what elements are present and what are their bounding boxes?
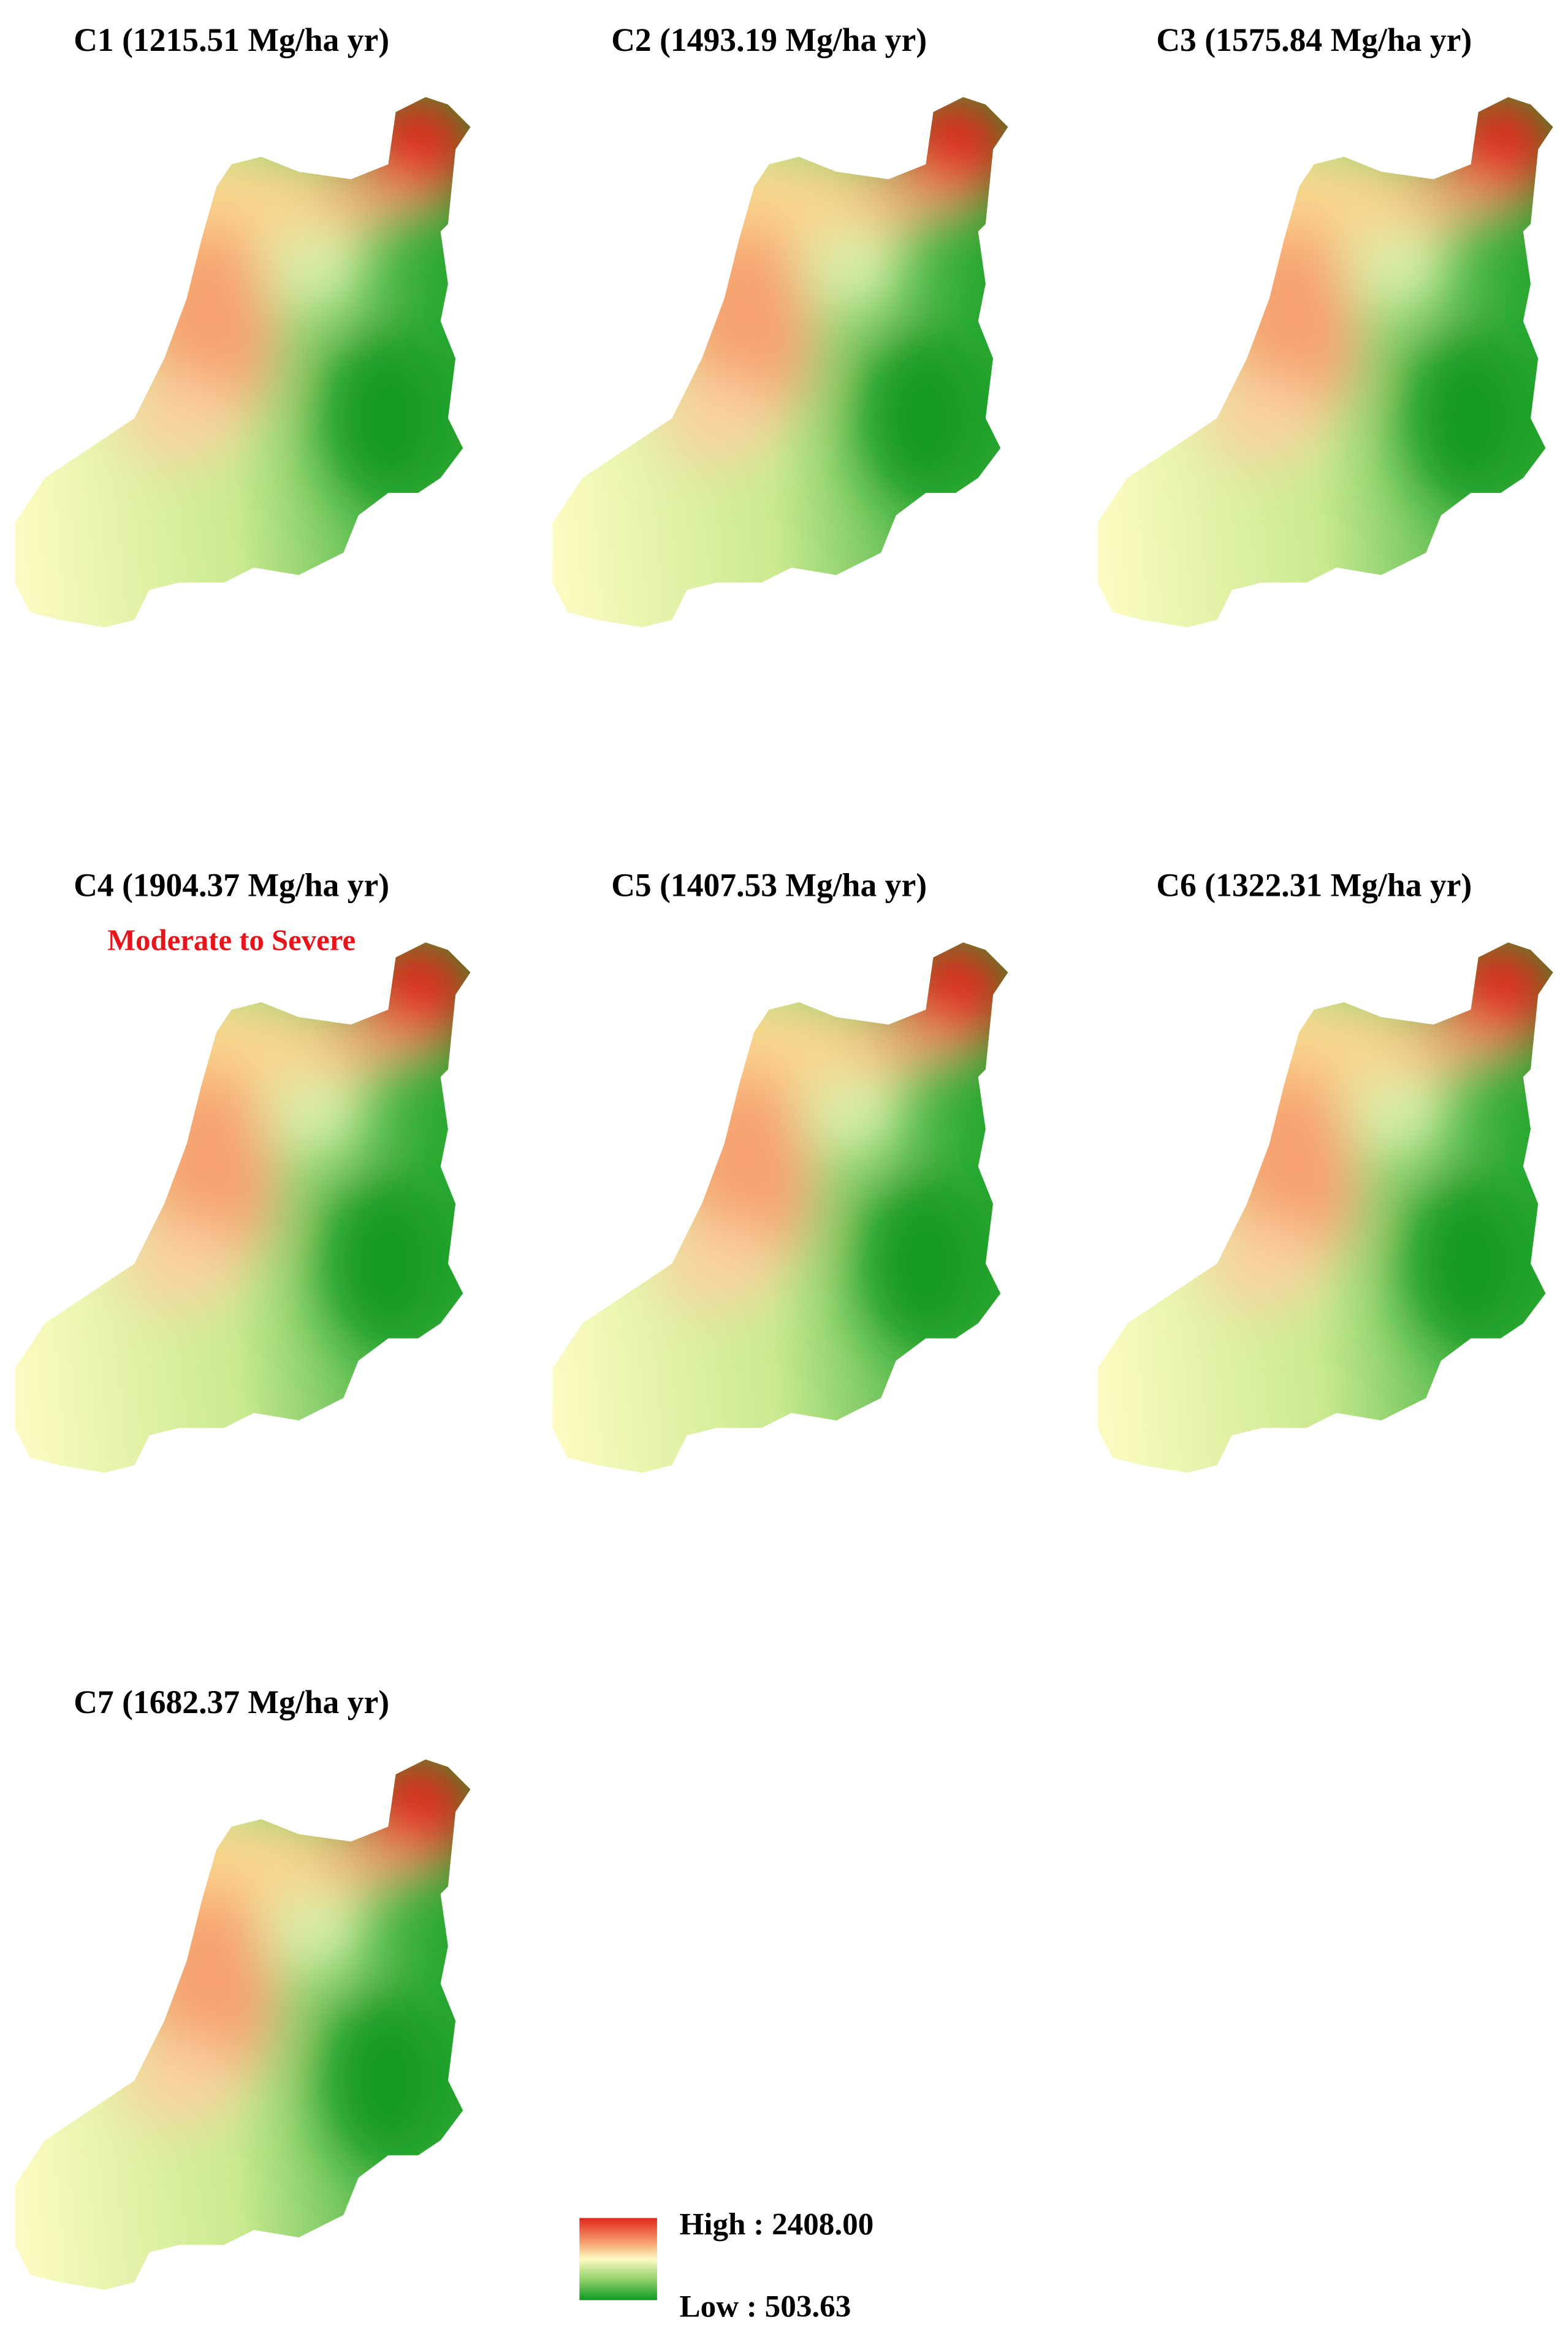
map-panel: C4 (1904.37 Mg/ha yr) Moderate to Severe [0,867,493,1488]
panel-title: C1 (1215.51 Mg/ha yr) [74,21,389,58]
panel-title: C6 (1322.31 Mg/ha yr) [1156,867,1472,904]
map [0,1737,493,2305]
legend-ramp [579,2218,657,2300]
panels: C1 (1215.51 Mg/ha yr) C2 (1493.19 Mg/ha y… [0,21,1568,2305]
panel-title: C4 (1904.37 Mg/ha yr) [74,867,389,904]
annotation: Moderate to Severe [107,923,356,956]
panel-title: C2 (1493.19 Mg/ha yr) [611,21,927,58]
panel-title: C7 (1682.37 Mg/ha yr) [74,1684,389,1720]
map-panel: C5 (1407.53 Mg/ha yr) [538,867,1030,1488]
map-panel: C6 (1322.31 Mg/ha yr) [1083,867,1568,1488]
legend-high: High : 2408.00 [679,2207,873,2242]
map-panel: C2 (1493.19 Mg/ha yr) [538,21,1030,643]
map [1083,920,1568,1488]
map [1083,75,1568,643]
map [538,920,1030,1488]
map-panel: C1 (1215.51 Mg/ha yr) [0,21,493,643]
legend: High : 2408.00 Low : 503.63 [579,2207,873,2324]
panel-title: C5 (1407.53 Mg/ha yr) [611,867,927,904]
map [0,75,493,643]
map [538,75,1030,643]
map-panel: C7 (1682.37 Mg/ha yr) [0,1684,493,2305]
legend-low: Low : 503.63 [679,2289,851,2324]
map [0,920,493,1488]
map-panel: C3 (1575.84 Mg/ha yr) [1083,21,1568,643]
panel-title: C3 (1575.84 Mg/ha yr) [1156,21,1472,58]
